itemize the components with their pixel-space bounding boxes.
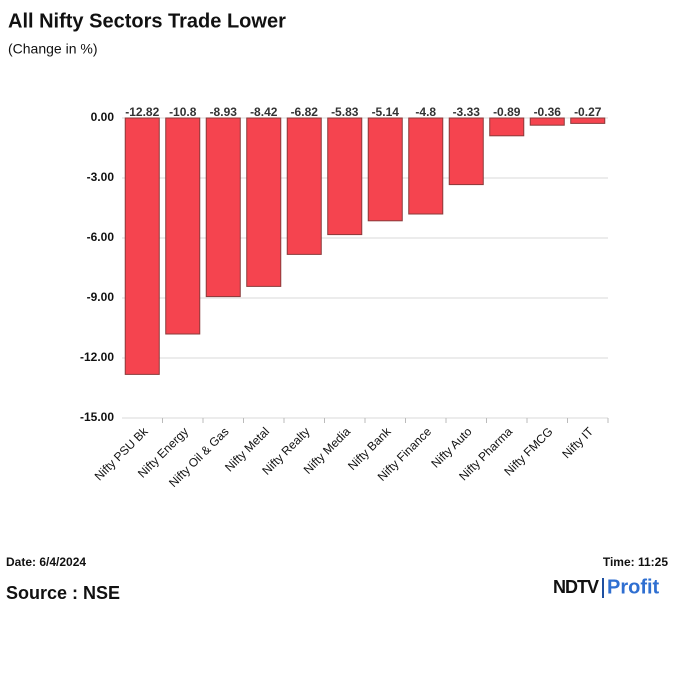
value-label: -0.27 [574, 105, 602, 119]
source: Source : NSE [6, 583, 120, 603]
bar [246, 117, 282, 287]
value-label: -12.82 [125, 105, 159, 119]
x-tick-label: Nifty IT [559, 424, 596, 461]
bar [367, 117, 403, 222]
value-label: -4.8 [415, 105, 436, 119]
bar [489, 117, 525, 137]
value-label: -0.89 [493, 105, 521, 119]
bar [165, 117, 201, 335]
value-label: -6.82 [291, 105, 319, 119]
bar [408, 117, 444, 215]
bar [448, 117, 484, 186]
value-label: -0.36 [534, 105, 562, 119]
bar [286, 117, 322, 255]
chart-subtitle: (Change in %) [8, 41, 98, 57]
value-label: -10.8 [169, 105, 197, 119]
bar [205, 117, 241, 298]
y-tick-label: -12.00 [80, 350, 114, 364]
y-tick-label: -6.00 [87, 230, 115, 244]
date: Date: 6/4/2024 [6, 555, 86, 569]
time: Time: 11:25 [603, 555, 668, 569]
bar [124, 117, 160, 375]
bar [327, 117, 363, 236]
y-tick-label: -15.00 [80, 410, 114, 424]
bar [529, 117, 565, 126]
logo-profit: Profit [607, 576, 660, 598]
y-tick-label: -9.00 [87, 290, 115, 304]
value-label: -5.14 [372, 105, 400, 119]
y-tick-label: 0.00 [91, 110, 115, 124]
y-tick-label: -3.00 [87, 170, 115, 184]
value-label: -8.93 [210, 105, 238, 119]
chart-title: All Nifty Sectors Trade Lower [8, 10, 286, 32]
bar [570, 117, 606, 124]
logo-ndtv: NDTV [553, 577, 599, 597]
value-label: -8.42 [250, 105, 278, 119]
value-label: -5.83 [331, 105, 359, 119]
value-label: -3.33 [453, 105, 481, 119]
